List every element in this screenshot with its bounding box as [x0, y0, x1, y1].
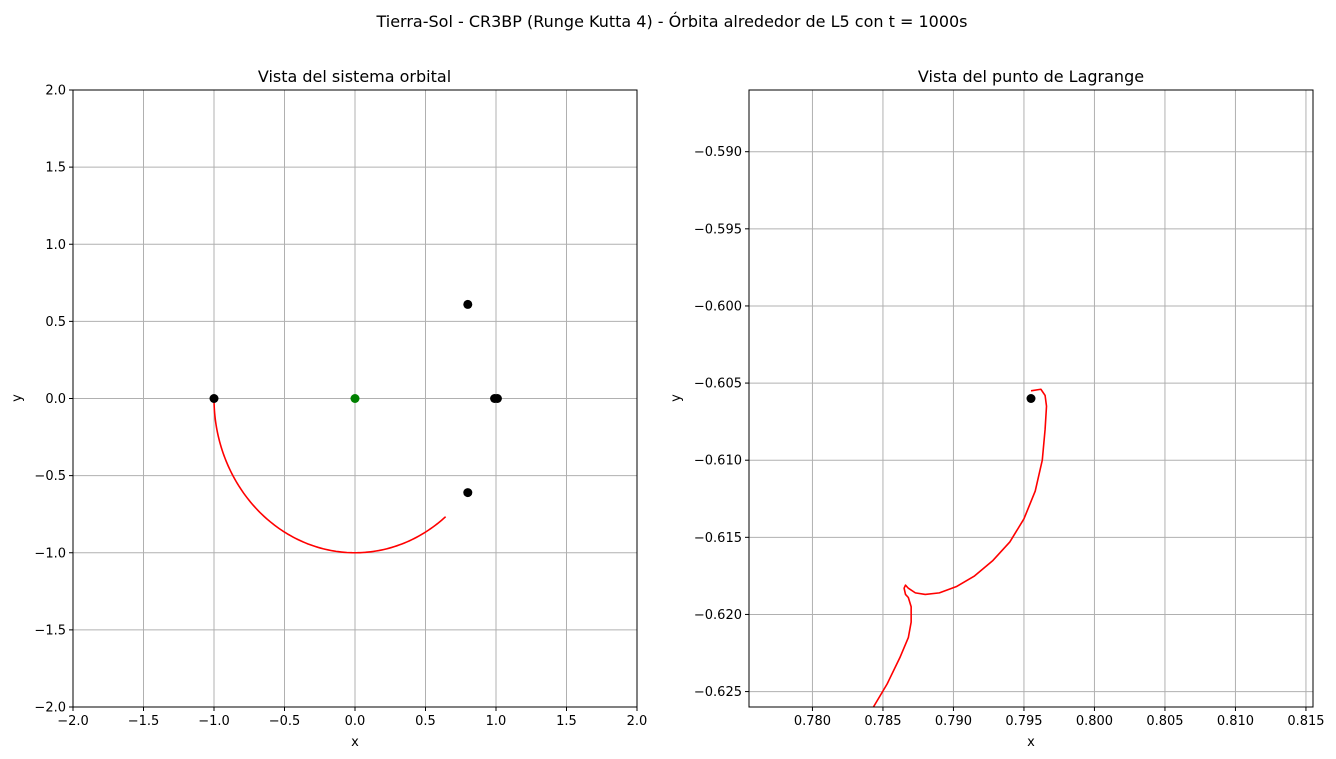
lagrange-point-x-tick-label: 0.805 — [1146, 714, 1183, 729]
orbital-system-ticks: −2.0 −1.5 −1.0 −0.5 0.0 0.5 1.0 1.5 2.0 −2.0 −1.5 −… — [34, 84, 647, 730]
lagrange-point-y-tick-label: −0.625 — [694, 685, 742, 700]
orbital-system-point — [209, 394, 219, 403]
lagrange-point-x-tick-label: 0.815 — [1287, 714, 1324, 729]
orbital-system-y-tick-label: 0.0 — [45, 392, 66, 407]
orbital-system-ylabel: y — [10, 394, 25, 402]
orbital-system-y-tick-label: −1.5 — [34, 623, 66, 638]
orbital-system-point — [463, 488, 473, 498]
orbital-system-xlabel: x — [351, 735, 359, 750]
lagrange-point-frame — [748, 89, 1314, 708]
orbital-system-trajectory — [213, 398, 447, 554]
lagrange-point-panel: Vista del punto de Lagrange 0.780 0.785 0.… — [669, 67, 1325, 750]
orbital-system-x-tick-label: −1.5 — [128, 714, 160, 729]
lagrange-point-x-tick-label: 0.800 — [1076, 714, 1113, 729]
lagrange-point-y-tick-label: −0.610 — [694, 454, 742, 469]
orbital-system-x-tick-label: 1.5 — [556, 714, 577, 729]
orbital-system-point — [492, 394, 502, 403]
orbital-system-x-tick-label: 2.0 — [627, 714, 648, 729]
orbital-system-y-tick-label: 1.0 — [45, 238, 66, 253]
orbital-system-y-tick-label: −2.0 — [34, 701, 66, 716]
lagrange-point-x-tick-label: 0.810 — [1217, 714, 1254, 729]
orbital-system-y-tick-label: 2.0 — [45, 84, 66, 99]
figure-title: Tierra-Sol - CR3BP (Runge Kutta 4) - Órb… — [375, 12, 967, 31]
orbital-system-x-tick-label: −2.0 — [57, 714, 89, 729]
lagrange-point-y-tick-label: −0.590 — [694, 145, 742, 160]
lagrange-point-point — [1026, 394, 1036, 403]
lagrange-point-y-tick-label: −0.615 — [694, 531, 742, 546]
lagrange-point-x-tick-label: 0.780 — [794, 714, 831, 729]
orbital-system-y-tick-label: −1.0 — [34, 546, 66, 561]
orbital-system-x-tick-label: 1.0 — [486, 714, 507, 729]
lagrange-point-x-tick-label: 0.795 — [1005, 714, 1042, 729]
orbital-system-x-tick-label: −0.5 — [269, 714, 301, 729]
orbital-system-y-tick-label: 0.5 — [45, 315, 66, 330]
orbital-system-x-tick-label: 0.5 — [415, 714, 436, 729]
lagrange-point-y-tick-label: −0.605 — [694, 377, 742, 392]
orbital-system-data — [209, 299, 502, 554]
lagrange-point-ylabel: y — [669, 394, 684, 402]
lagrange-point-y-tick-label: −0.600 — [694, 299, 742, 314]
lagrange-point-y-tick-label: −0.620 — [694, 608, 742, 623]
orbital-system-x-tick-label: −1.0 — [198, 714, 230, 729]
lagrange-point-trajectory — [872, 388, 1048, 707]
lagrange-point-grid — [749, 90, 1313, 707]
lagrange-point-x-tick-label: 0.785 — [864, 714, 901, 729]
orbital-system-x-tick-label: 0.0 — [345, 714, 366, 729]
orbital-system-y-tick-label: −0.5 — [34, 469, 66, 484]
lagrange-point-xlabel: x — [1027, 735, 1035, 750]
orbital-system-point — [350, 394, 360, 403]
lagrange-point-ticks: 0.780 0.785 0.790 0.795 0.800 0.805 0.810 0.815… — [694, 145, 1325, 729]
lagrange-point-x-tick-label: 0.790 — [935, 714, 972, 729]
lagrange-point-data — [872, 388, 1048, 707]
lagrange-point-title: Vista del punto de Lagrange — [918, 67, 1144, 86]
orbital-system-point — [463, 299, 473, 309]
orbital-system-frame — [72, 89, 638, 708]
orbital-system-title: Vista del sistema orbital — [258, 67, 451, 86]
orbital-system-panel: Vista del sistema orbital −2.0 −1.5 −1.0 −0… — [10, 67, 647, 750]
orbital-system-y-tick-label: 1.5 — [45, 161, 66, 176]
lagrange-point-y-tick-label: −0.595 — [694, 222, 742, 237]
